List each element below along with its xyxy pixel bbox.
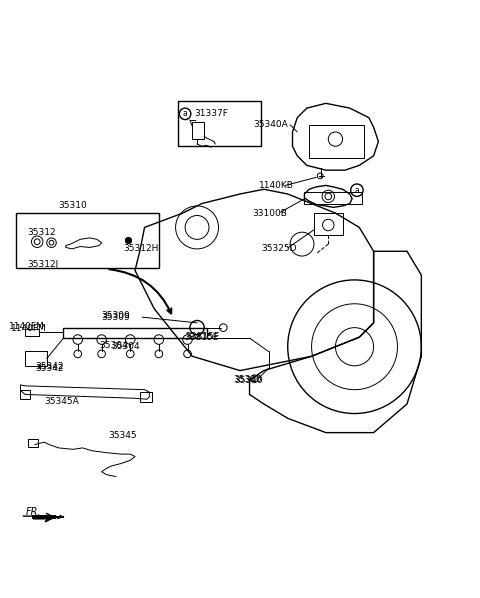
Text: 35340: 35340 xyxy=(234,376,263,385)
Text: 33815E: 33815E xyxy=(185,332,219,341)
Text: 35345: 35345 xyxy=(109,432,137,441)
Text: a: a xyxy=(183,109,188,118)
Bar xyxy=(304,191,362,203)
Text: 1140KB: 1140KB xyxy=(259,181,294,190)
FancyArrowPatch shape xyxy=(23,513,52,519)
Text: 31337F: 31337F xyxy=(195,109,228,118)
Text: 33100B: 33100B xyxy=(252,209,287,218)
Text: 33815E: 33815E xyxy=(184,332,218,341)
Bar xyxy=(16,213,159,268)
Text: 35340: 35340 xyxy=(233,375,262,384)
Polygon shape xyxy=(56,515,64,520)
Text: 35312: 35312 xyxy=(28,228,56,237)
Polygon shape xyxy=(33,515,56,520)
Bar xyxy=(28,440,38,447)
Text: 1140FM: 1140FM xyxy=(9,322,44,331)
Bar xyxy=(140,392,152,402)
Text: 35340A: 35340A xyxy=(253,120,288,129)
Bar xyxy=(63,328,206,338)
Text: 35304: 35304 xyxy=(99,341,128,350)
Text: 35312J: 35312J xyxy=(28,260,59,269)
Text: 35342: 35342 xyxy=(35,364,63,373)
Text: 35310: 35310 xyxy=(59,201,87,210)
Bar xyxy=(21,390,30,399)
Bar xyxy=(178,101,262,147)
Text: 1140FM: 1140FM xyxy=(11,324,47,333)
Bar xyxy=(25,352,47,366)
Bar xyxy=(25,328,38,336)
Text: 35309: 35309 xyxy=(102,311,131,320)
Bar xyxy=(314,213,343,234)
Text: 35342: 35342 xyxy=(35,362,63,371)
Bar xyxy=(309,125,364,158)
Bar xyxy=(192,123,204,139)
Text: a: a xyxy=(355,186,360,195)
Text: 35345A: 35345A xyxy=(44,397,79,406)
Text: 35325D: 35325D xyxy=(262,245,297,254)
Text: 35312H: 35312H xyxy=(123,245,158,254)
Text: 35309: 35309 xyxy=(102,313,131,322)
FancyArrowPatch shape xyxy=(109,269,171,313)
Text: FR.: FR. xyxy=(25,507,41,517)
Text: 35304: 35304 xyxy=(111,342,140,351)
